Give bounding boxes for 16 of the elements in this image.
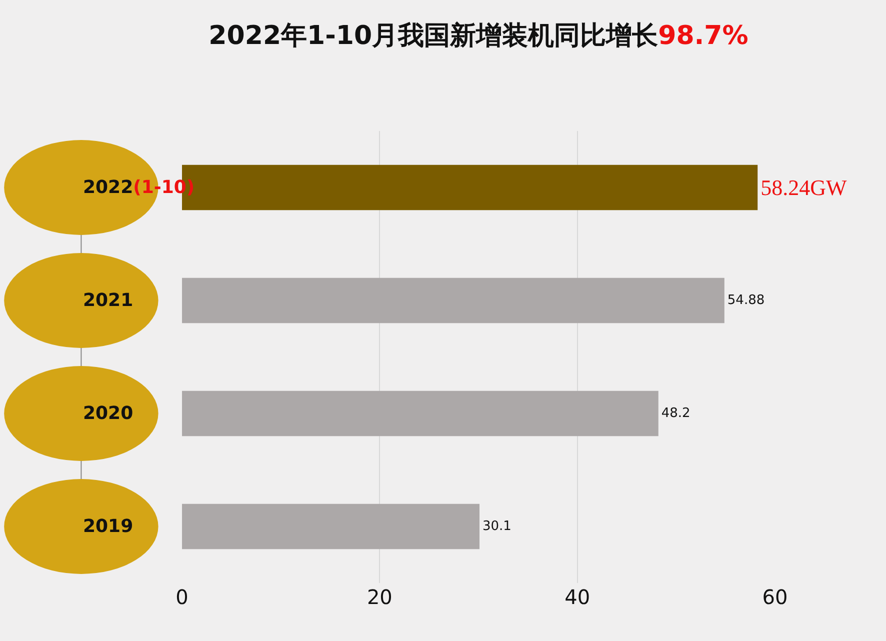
x-tick-label: 0 [176, 585, 188, 609]
data-label: 48.2 [661, 406, 690, 421]
y-tick-label: 2020 [83, 403, 134, 424]
y-tick-label: 2022(1-10) [83, 177, 195, 198]
y-tick-label: 2019 [83, 516, 134, 537]
chart-title: 2022年1-10月我国新增装机同比增长98.7% [208, 20, 748, 51]
bar [182, 390, 658, 436]
data-label: 58.24GW [760, 175, 847, 200]
data-label: 30.1 [482, 519, 512, 534]
x-tick-label: 40 [564, 585, 590, 609]
y-tick-label: 2021 [83, 290, 134, 311]
bar [182, 278, 724, 324]
x-tick-label: 60 [762, 585, 788, 609]
x-tick-label: 20 [366, 585, 392, 609]
bar [182, 504, 480, 550]
data-label: 54.88 [727, 293, 765, 308]
